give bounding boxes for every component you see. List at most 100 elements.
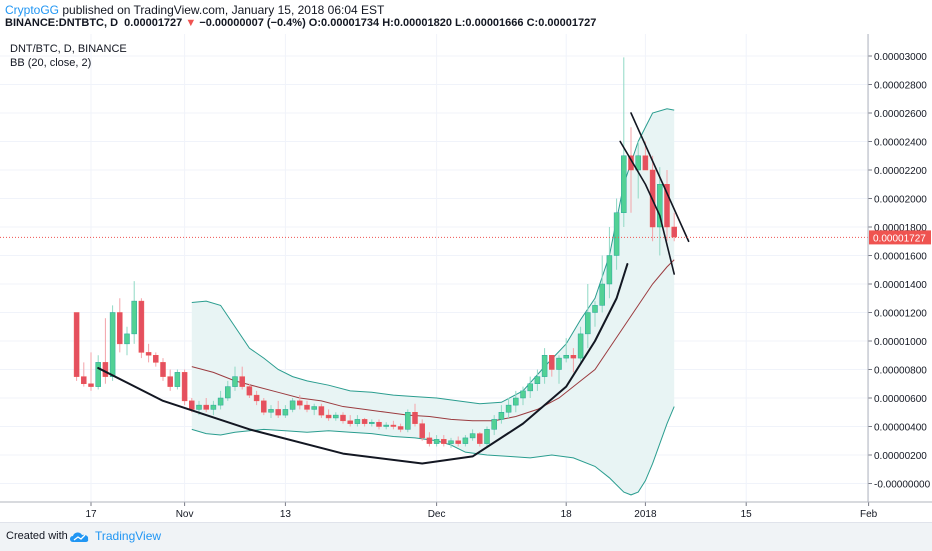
candle-body [73,312,80,377]
y-tick-label: -0.00000000 [874,480,931,491]
lower-band [191,406,675,496]
candle [102,318,109,384]
candle [671,212,677,242]
candle [225,380,231,401]
candle-body [635,155,641,171]
candle-body [189,400,195,410]
down-arrow-icon: ▼ [185,17,197,29]
candle [268,405,274,418]
candle-body [462,437,469,444]
candle-body [160,362,166,377]
candle [613,198,620,270]
candle-body [405,412,411,430]
candle-body [383,424,389,427]
y-tick-label: 0.00002200 [874,166,927,177]
candle-body [592,305,598,313]
candle [606,227,613,299]
candle [138,298,145,359]
y-tick-label: 0.00000600 [874,394,927,405]
candle [433,435,440,447]
ohlc-low: 0.00001666 [465,17,524,29]
candle [124,326,130,356]
candle-body [577,333,584,359]
candle [253,390,260,406]
candle [419,419,425,441]
candle [570,348,577,373]
candle [585,284,591,349]
ohlc-high: 0.00001820 [393,17,452,29]
candle [491,415,497,436]
candle [405,409,411,433]
candle-body [145,352,152,356]
candle-body [491,419,497,430]
candle [81,362,87,387]
candle [347,415,353,427]
candle-body [361,419,368,424]
x-tick-label: 15 [741,509,753,520]
chart-frame[interactable]: 0.00003000 0.00002800 0.00002600 0.00002400… [0,34,932,527]
y-tick-label: 0.00000400 [874,423,927,434]
y-tick-label: 0.00002800 [874,81,927,92]
author-link[interactable]: CryptoGG [5,3,60,17]
candle-body [354,419,361,424]
legend-indicator[interactable]: BB (20, close, 2) [10,57,91,69]
candle [181,369,188,406]
y-tick-label: 0.00003000 [874,52,927,63]
candle [203,398,209,413]
candle [88,352,94,391]
candle [657,167,663,256]
x-tick-label: 2018 [634,509,657,520]
candle-body [340,414,346,422]
candle [498,405,505,424]
candle-body [469,433,476,439]
candle-body [390,424,397,427]
candle-body [527,383,533,392]
publisher-line: CryptoGG published on TradingView.com, J… [5,3,384,17]
candle [246,383,253,398]
candle-body [513,397,519,406]
candle-body [304,404,310,410]
candle [282,405,289,418]
candle [426,432,433,447]
candle-body [333,414,339,419]
candle [117,298,123,353]
candle [541,348,548,384]
candle-body [441,439,447,444]
candle [513,390,519,413]
x-tick-label: 13 [280,509,292,520]
legend-symbol: DNT/BTC, D, BINANCE [10,43,127,55]
candle-body [196,404,202,410]
candle [376,419,382,430]
candle-body [549,355,555,370]
y-tick-label: 0.00000800 [874,366,927,377]
candle [592,301,598,327]
candle-body [397,426,404,430]
candle-body [318,406,325,416]
candle [390,420,397,430]
candle-body [282,409,289,416]
candle [549,355,555,377]
candle [469,429,476,441]
x-tick-label: Dec [428,509,446,520]
candle-body [369,421,375,424]
candle [455,436,461,447]
candle-body [448,440,454,444]
candle [397,423,404,433]
ohlc-high-label: H: [382,17,394,29]
candle-body [253,394,260,402]
candle-body [505,404,512,413]
candle [145,343,152,363]
candle [441,435,447,447]
ohlc-symbol: BINANCE:DNTBTC, D [5,17,119,29]
candle-body [203,404,209,410]
candle [95,355,101,390]
price-chart[interactable]: 0.00003000 0.00002800 0.00002600 0.00002400… [0,34,932,522]
tradingview-brand-link[interactable]: TradingView [95,529,162,543]
candle-body [239,376,245,387]
basis-line [191,259,675,422]
candle-body [455,440,461,444]
y-tick-label: 0.00001000 [874,337,927,348]
candle [484,426,490,447]
y-tick-label: 0.00002600 [874,109,927,120]
candle-body [606,255,613,285]
